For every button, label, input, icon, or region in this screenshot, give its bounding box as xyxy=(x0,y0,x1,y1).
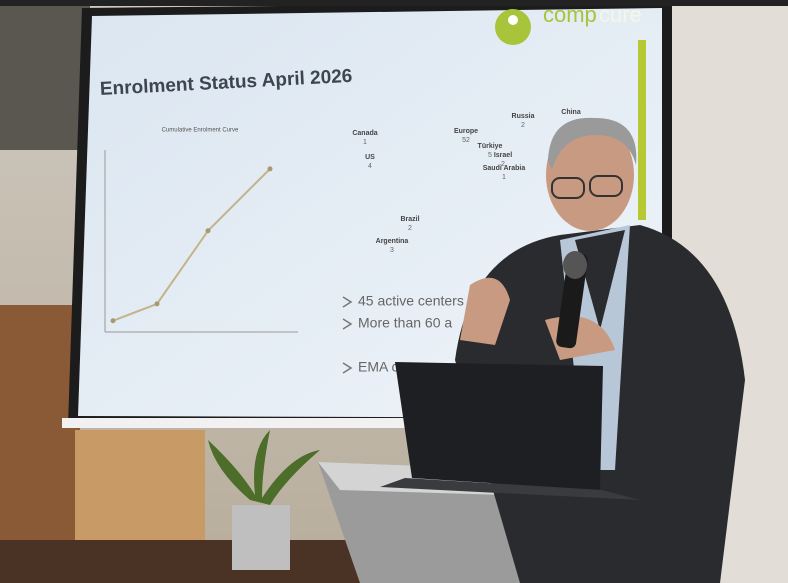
country-count: 2 xyxy=(521,122,525,129)
country-count: 5 xyxy=(488,152,492,159)
screen-bar xyxy=(62,418,422,428)
top-bar xyxy=(0,0,788,6)
country-count: 2 xyxy=(408,225,412,232)
curve-title: Cumulative Enrolment Curve xyxy=(162,128,239,134)
country-name: Türkiye xyxy=(478,143,503,150)
country-count: 4 xyxy=(368,163,372,170)
country-count: 3 xyxy=(390,247,394,254)
country-count: 1 xyxy=(363,139,367,146)
page: comp cure Enrolment Status April 2026 Cu… xyxy=(0,0,788,583)
laptop-screen xyxy=(395,362,603,490)
country-name: Saudi Arabia xyxy=(483,165,526,172)
curve-point xyxy=(268,166,273,171)
country-name: Argentina xyxy=(376,238,409,245)
curve-point xyxy=(111,318,116,323)
bullet-text: More than 60 a xyxy=(358,315,452,331)
country-name: Russia xyxy=(512,113,535,120)
country-count: 1 xyxy=(502,174,506,181)
country-name: US xyxy=(365,154,375,161)
curve-point xyxy=(155,301,160,306)
country-count: 52 xyxy=(462,137,470,144)
country-name: Brazil xyxy=(400,216,419,223)
scene: comp cure Enrolment Status April 2026 Cu… xyxy=(0,0,788,583)
country-name: Canada xyxy=(352,130,377,137)
logo-icon xyxy=(495,9,531,45)
slide-accent xyxy=(638,40,646,220)
logo-icon-head xyxy=(508,15,518,25)
bullet-text: EMA c xyxy=(358,359,398,375)
country-name: Israel xyxy=(494,152,512,159)
country-name: China xyxy=(561,109,581,116)
ceiling xyxy=(0,0,90,150)
country-name: Europe xyxy=(454,128,478,135)
bullet-text: 45 active centers xyxy=(358,293,464,309)
floor xyxy=(0,540,400,583)
curve-point xyxy=(206,228,211,233)
